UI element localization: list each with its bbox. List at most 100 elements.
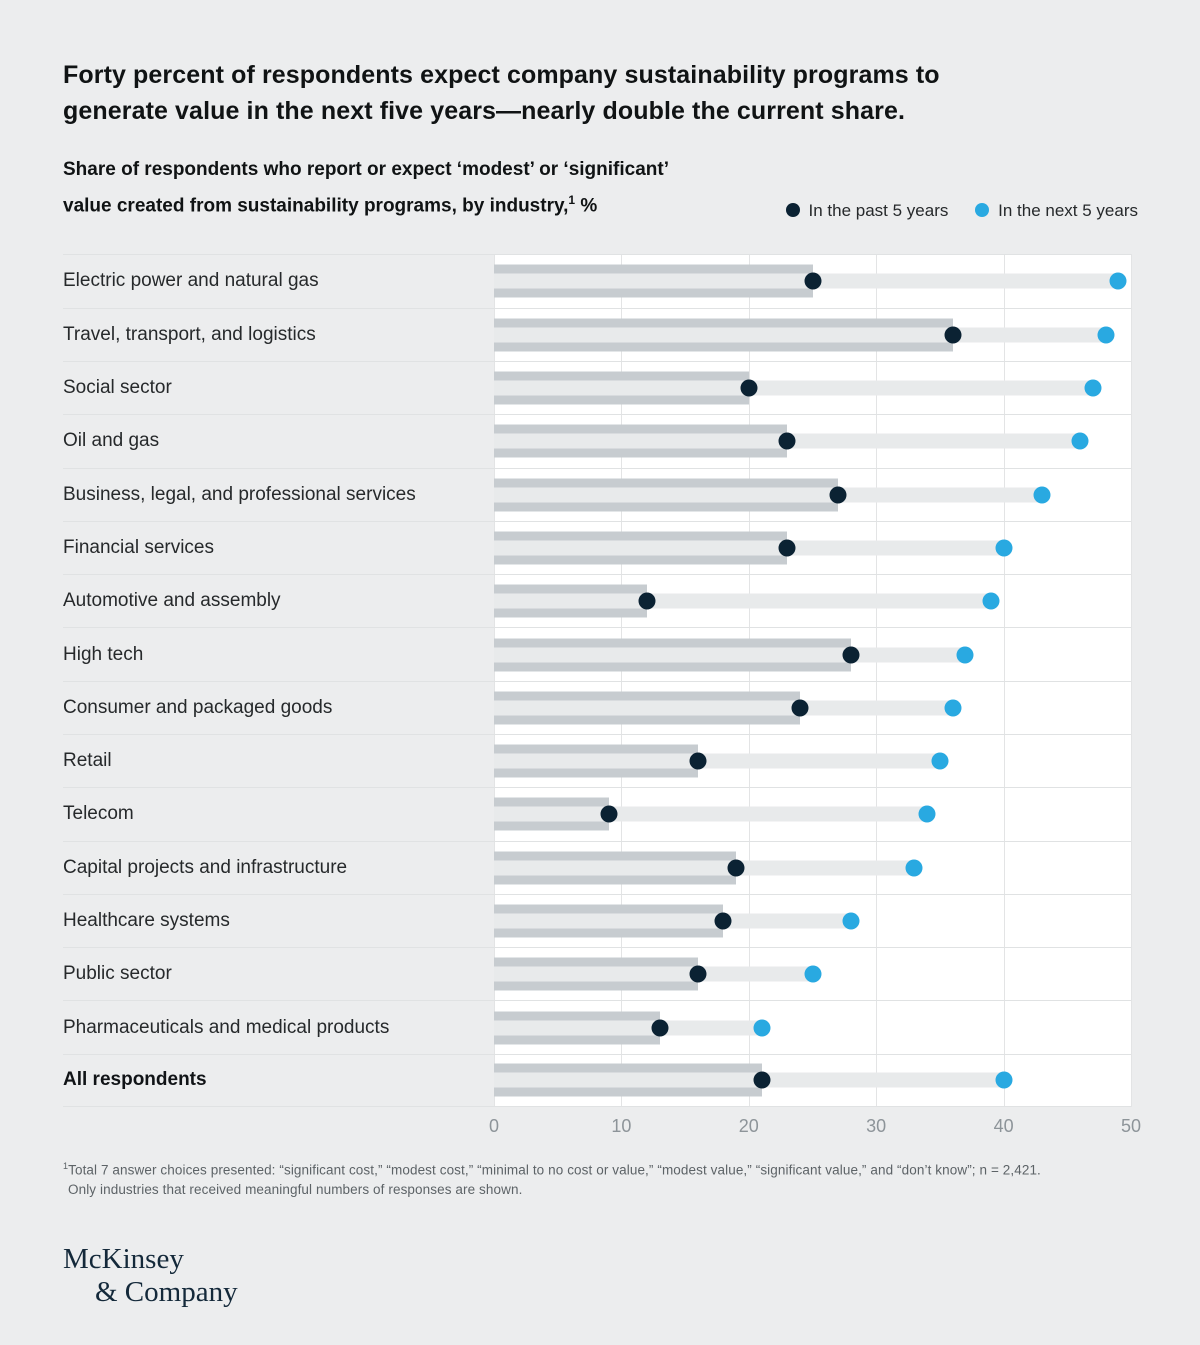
row-plot xyxy=(494,415,1131,467)
row-label: Healthcare systems xyxy=(63,910,230,932)
row-label: Business, legal, and professional servic… xyxy=(63,483,416,505)
subtitle-line-1: Share of respondents who report or expec… xyxy=(63,159,669,180)
row-label: Pharmaceuticals and medical products xyxy=(63,1016,390,1038)
chart-row: Social sector xyxy=(63,360,1131,414)
legend-label-past: In the past 5 years xyxy=(808,201,949,220)
past-value-dot xyxy=(689,752,707,770)
chart-row: High tech xyxy=(63,627,1131,680)
gridline-50 xyxy=(1131,254,1132,1108)
row-plot xyxy=(494,522,1131,574)
row-plot xyxy=(494,628,1131,680)
chart-row: Financial services xyxy=(63,520,1131,574)
next-value-bar xyxy=(494,700,953,716)
row-plot xyxy=(494,842,1131,894)
past-value-dot xyxy=(944,326,962,344)
past-value-dot xyxy=(600,805,618,823)
past-value-dot xyxy=(689,965,707,983)
subtitle-line-2: value created from sustainability progra… xyxy=(63,195,569,217)
title-line-1: Forty percent of respondents expect comp… xyxy=(63,61,940,89)
past-5-years-dot-icon xyxy=(785,203,800,217)
next-value-bar xyxy=(494,380,1093,396)
next-value-bar xyxy=(494,540,1004,556)
chart-row: Oil and gas xyxy=(63,414,1131,467)
chart-row: Public sector xyxy=(63,947,1131,1000)
chart-row: Retail xyxy=(63,734,1131,787)
past-value-dot xyxy=(842,646,860,664)
past-value-dot xyxy=(753,1071,771,1089)
mckinsey-logo: McKinsey & Company xyxy=(63,1243,1138,1309)
past-value-dot xyxy=(804,272,821,290)
row-label: Social sector xyxy=(63,377,172,399)
row-label: Financial services xyxy=(63,536,214,558)
chart-row: Business, legal, and professional servic… xyxy=(63,467,1131,521)
chart-row: Consumer and packaged goods xyxy=(63,680,1131,734)
next-value-dot xyxy=(1084,379,1102,397)
row-plot xyxy=(494,735,1131,787)
legend: In the past 5 years In the next 5 years xyxy=(785,201,1138,221)
chart-row: Electric power and natural gas xyxy=(63,254,1131,307)
next-value-bar xyxy=(494,1020,762,1036)
next-value-bar xyxy=(494,1072,1004,1088)
past-value-dot xyxy=(727,859,745,877)
next-value-dot xyxy=(1071,432,1089,450)
next-value-dot xyxy=(931,752,949,770)
past-value-dot xyxy=(791,699,809,717)
next-value-dot xyxy=(995,1071,1013,1089)
row-label: Travel, transport, and logistics xyxy=(63,323,316,345)
next-value-dot xyxy=(905,859,923,877)
next-value-bar xyxy=(494,647,966,663)
next-value-dot xyxy=(918,805,936,823)
past-value-dot xyxy=(829,486,847,504)
legend-item-past: In the past 5 years xyxy=(785,201,949,220)
next-value-bar xyxy=(494,860,915,876)
row-plot xyxy=(494,1055,1131,1106)
x-axis-tick-50: 50 xyxy=(1120,1116,1142,1137)
title-line-2: generate value in the next five years—ne… xyxy=(63,97,906,125)
chart-row: Telecom xyxy=(63,787,1131,840)
row-plot xyxy=(494,255,1131,307)
row-label: Public sector xyxy=(63,963,172,985)
logo-line-2: & Company xyxy=(95,1275,238,1308)
next-value-dot xyxy=(1097,326,1115,344)
row-label: Automotive and assembly xyxy=(63,590,281,612)
chart-rows: Electric power and natural gas Travel, t… xyxy=(63,254,1131,1108)
x-axis-tick-0: 0 xyxy=(488,1116,500,1137)
chart-row: Capital projects and infrastructure xyxy=(63,840,1131,894)
past-value-dot xyxy=(778,539,796,557)
chart-row: All respondents xyxy=(63,1053,1131,1108)
next-value-dot xyxy=(1033,486,1051,504)
next-value-bar xyxy=(494,806,928,822)
row-plot xyxy=(494,469,1131,521)
row-label: Retail xyxy=(63,750,112,772)
row-label: High tech xyxy=(63,643,144,665)
footnote-marker: 1 xyxy=(63,1161,69,1172)
chart-subtitle: Share of respondents who report or expec… xyxy=(63,154,1138,221)
legend-item-next: In the next 5 years xyxy=(975,201,1138,220)
next-value-bar xyxy=(494,753,940,769)
past-value-dot xyxy=(651,1019,669,1037)
row-plot xyxy=(494,788,1131,840)
chart-row: Pharmaceuticals and medical products xyxy=(63,1000,1131,1053)
next-value-dot xyxy=(804,965,821,983)
next-value-dot xyxy=(956,646,974,664)
row-label: Electric power and natural gas xyxy=(63,270,319,292)
row-plot xyxy=(494,309,1131,361)
row-label: Consumer and packaged goods xyxy=(63,696,333,718)
next-value-bar xyxy=(494,966,813,982)
past-value-dot xyxy=(714,912,732,930)
chart-row: Travel, transport, and logistics xyxy=(63,307,1131,361)
row-plot xyxy=(494,1001,1131,1053)
past-value-dot xyxy=(778,432,796,450)
next-value-bar xyxy=(494,913,851,929)
next-value-bar xyxy=(494,487,1042,503)
row-label: Telecom xyxy=(63,803,134,825)
x-axis-tick-40: 40 xyxy=(993,1116,1014,1137)
next-value-dot xyxy=(982,592,1000,610)
row-label: All respondents xyxy=(63,1069,207,1091)
row-plot xyxy=(494,682,1131,734)
legend-label-next: In the next 5 years xyxy=(998,201,1138,220)
row-label: Capital projects and infrastructure xyxy=(63,856,348,878)
row-plot xyxy=(494,575,1131,627)
past-value-dot xyxy=(638,592,656,610)
